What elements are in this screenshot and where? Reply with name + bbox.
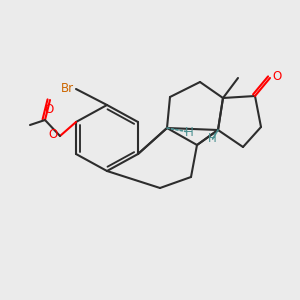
Text: O: O [272,70,281,83]
Text: H: H [184,125,194,139]
Text: Br: Br [61,82,74,94]
Text: O: O [49,128,58,142]
Text: H: H [208,133,216,146]
Text: O: O [44,103,54,116]
